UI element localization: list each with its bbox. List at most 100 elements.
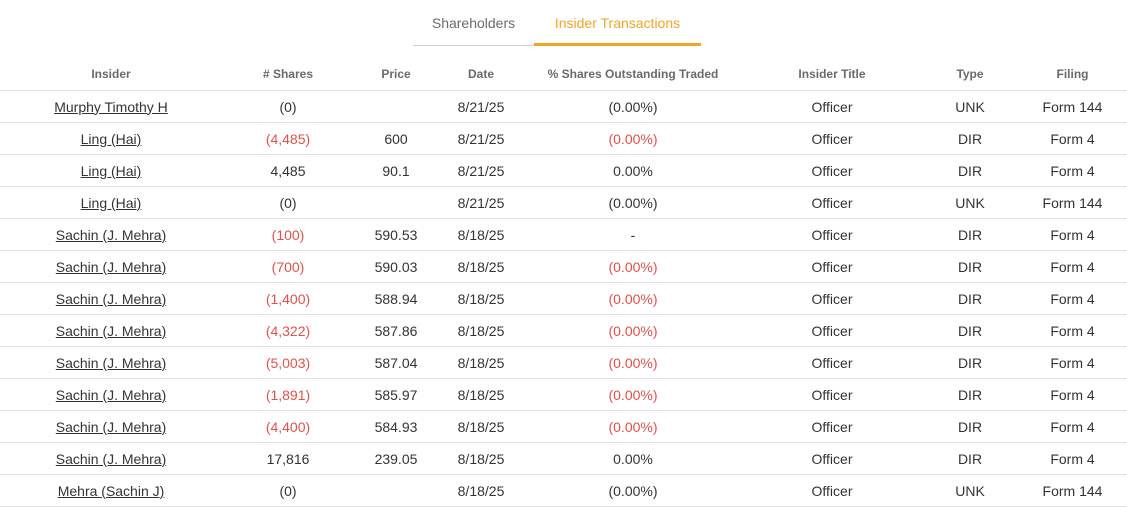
header-filing[interactable]: Filing <box>1018 58 1127 91</box>
cell-pct-outstanding: (0.00%) <box>524 346 742 379</box>
insider-link[interactable]: Murphy Timothy H <box>54 98 168 115</box>
cell-filing: Form 4 <box>1018 410 1127 443</box>
cell-date: 8/18/25 <box>438 378 524 411</box>
table-row: Ling (Hai) (4,485) 600 8/21/25 (0.00%) Office… <box>0 122 1127 155</box>
cell-filing: Form 4 <box>1018 122 1127 155</box>
cell-pct-outstanding: (0.00%) <box>524 250 742 283</box>
cell-pct-outstanding: (0.00%) <box>524 474 742 507</box>
cell-filing: Form 4 <box>1018 250 1127 283</box>
table-row: Sachin (J. Mehra) (1,400) 588.94 8/18/25 (0.… <box>0 282 1127 315</box>
cell-date: 8/18/25 <box>438 346 524 379</box>
header-price[interactable]: Price <box>354 58 438 91</box>
table-row: Ling (Hai) 4,485 90.1 8/21/25 0.00% Officer DI… <box>0 154 1127 187</box>
table-row: Mehra (Sachin J) (0) 8/18/25 (0.00%) Officer… <box>0 474 1127 507</box>
insider-link[interactable]: Ling (Hai) <box>80 130 142 147</box>
cell-insider-title: Officer <box>742 474 922 507</box>
table-row: Sachin (J. Mehra) (5,003) 587.04 8/18/25 (0.… <box>0 346 1127 379</box>
cell-shares: (1,891) <box>222 378 354 411</box>
cell-date: 8/21/25 <box>438 90 524 123</box>
insider-link[interactable]: Sachin (J. Mehra) <box>55 450 167 467</box>
cell-insider: Sachin (J. Mehra) <box>0 378 222 411</box>
cell-price: 590.53 <box>354 218 438 251</box>
tab-shareholders[interactable]: Shareholders <box>413 0 534 46</box>
table-row: Sachin (J. Mehra) (4,400) 584.93 8/18/25 (0.… <box>0 410 1127 443</box>
cell-insider-title: Officer <box>742 442 922 475</box>
header-insider-title[interactable]: Insider Title <box>742 58 922 91</box>
table-row: Sachin (J. Mehra) (4,322) 587.86 8/18/25 (0.… <box>0 314 1127 347</box>
cell-date: 8/21/25 <box>438 122 524 155</box>
insider-link[interactable]: Sachin (J. Mehra) <box>55 418 167 435</box>
cell-price <box>354 474 438 507</box>
insider-link[interactable]: Sachin (J. Mehra) <box>55 354 167 371</box>
cell-insider: Murphy Timothy H <box>0 90 222 123</box>
cell-date: 8/18/25 <box>438 282 524 315</box>
cell-price: 584.93 <box>354 410 438 443</box>
table-body: Murphy Timothy H (0) 8/21/25 (0.00%) Officer… <box>0 90 1127 507</box>
insider-link[interactable]: Sachin (J. Mehra) <box>55 290 167 307</box>
cell-price <box>354 90 438 123</box>
cell-insider: Mehra (Sachin J) <box>0 474 222 507</box>
cell-pct-outstanding: (0.00%) <box>524 410 742 443</box>
cell-pct-outstanding: (0.00%) <box>524 122 742 155</box>
cell-pct-outstanding: - <box>524 218 742 251</box>
cell-type: DIR <box>922 378 1018 411</box>
cell-filing: Form 144 <box>1018 474 1127 507</box>
cell-pct-outstanding: (0.00%) <box>524 314 742 347</box>
cell-shares: (0) <box>222 90 354 123</box>
cell-filing: Form 144 <box>1018 186 1127 219</box>
cell-date: 8/18/25 <box>438 314 524 347</box>
cell-pct-outstanding: 0.00% <box>524 154 742 187</box>
cell-filing: Form 4 <box>1018 346 1127 379</box>
cell-type: DIR <box>922 282 1018 315</box>
cell-price: 590.03 <box>354 250 438 283</box>
cell-insider: Sachin (J. Mehra) <box>0 314 222 347</box>
cell-date: 8/18/25 <box>438 218 524 251</box>
cell-filing: Form 4 <box>1018 218 1127 251</box>
cell-type: DIR <box>922 314 1018 347</box>
header-shares[interactable]: # Shares <box>222 58 354 91</box>
cell-date: 8/21/25 <box>438 186 524 219</box>
insider-link[interactable]: Sachin (J. Mehra) <box>55 386 167 403</box>
cell-shares: 17,816 <box>222 442 354 475</box>
cell-type: UNK <box>922 186 1018 219</box>
insider-link[interactable]: Ling (Hai) <box>80 194 142 211</box>
insider-link[interactable]: Sachin (J. Mehra) <box>55 226 167 243</box>
tab-insider-transactions[interactable]: Insider Transactions <box>534 0 701 46</box>
cell-insider-title: Officer <box>742 90 922 123</box>
insider-link[interactable]: Sachin (J. Mehra) <box>55 258 167 275</box>
cell-insider-title: Officer <box>742 186 922 219</box>
cell-type: UNK <box>922 474 1018 507</box>
header-pct-outstanding[interactable]: % Shares Outstanding Traded <box>524 58 742 91</box>
header-date[interactable]: Date <box>438 58 524 91</box>
cell-type: DIR <box>922 218 1018 251</box>
insider-link[interactable]: Sachin (J. Mehra) <box>55 322 167 339</box>
cell-type: DIR <box>922 154 1018 187</box>
cell-insider-title: Officer <box>742 122 922 155</box>
tab-bar: Shareholders Insider Transactions <box>413 0 701 47</box>
cell-insider: Sachin (J. Mehra) <box>0 250 222 283</box>
cell-type: DIR <box>922 250 1018 283</box>
cell-pct-outstanding: (0.00%) <box>524 186 742 219</box>
insider-link[interactable]: Ling (Hai) <box>80 162 142 179</box>
header-type[interactable]: Type <box>922 58 1018 91</box>
table-header-row: Insider # Shares Price Date % Shares Out… <box>0 58 1127 91</box>
cell-shares: (5,003) <box>222 346 354 379</box>
cell-insider-title: Officer <box>742 250 922 283</box>
cell-date: 8/21/25 <box>438 154 524 187</box>
insider-link[interactable]: Mehra (Sachin J) <box>57 482 165 499</box>
cell-price: 90.1 <box>354 154 438 187</box>
cell-insider: Sachin (J. Mehra) <box>0 410 222 443</box>
cell-type: DIR <box>922 442 1018 475</box>
cell-shares: (4,400) <box>222 410 354 443</box>
cell-filing: Form 4 <box>1018 378 1127 411</box>
cell-insider-title: Officer <box>742 314 922 347</box>
cell-date: 8/18/25 <box>438 410 524 443</box>
cell-shares: (4,322) <box>222 314 354 347</box>
cell-type: DIR <box>922 122 1018 155</box>
table-row: Murphy Timothy H (0) 8/21/25 (0.00%) Officer… <box>0 90 1127 123</box>
cell-insider-title: Officer <box>742 218 922 251</box>
cell-insider-title: Officer <box>742 282 922 315</box>
header-insider[interactable]: Insider <box>0 58 222 91</box>
cell-price: 588.94 <box>354 282 438 315</box>
table-row: Sachin (J. Mehra) (1,891) 585.97 8/18/25 (0.… <box>0 378 1127 411</box>
